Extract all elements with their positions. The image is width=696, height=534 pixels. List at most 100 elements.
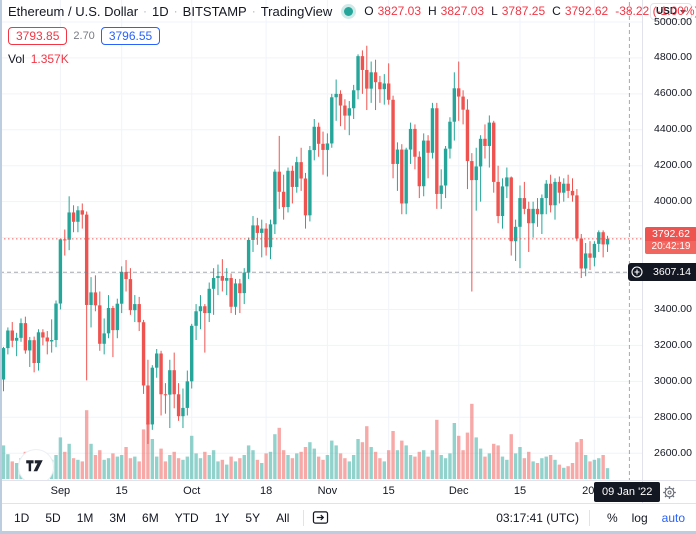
volume-bar	[605, 468, 610, 479]
candle	[338, 93, 343, 106]
candle	[124, 271, 128, 280]
candle	[435, 108, 439, 194]
candle	[190, 325, 194, 382]
volume-bar	[141, 429, 146, 479]
volume-bar	[203, 451, 207, 479]
price-axis[interactable]: USD 5000.00 4800.00 4600.00 4400.00 4200.00 4…	[628, 0, 696, 480]
price-axis-label: 5000.00	[654, 15, 692, 28]
candle	[430, 108, 435, 153]
candle	[45, 337, 49, 342]
market-status-dot[interactable]	[344, 6, 354, 16]
candle	[378, 82, 382, 90]
bottom-toolbar: 1D 5D 1M 3M 6M YTD 1Y 5Y All 03:17:41 (UTC) % lo…	[0, 503, 696, 531]
auto-scale-button[interactable]: auto	[655, 507, 692, 529]
volume-bar	[426, 456, 430, 479]
change-value: -38.22 (-1.00%)	[615, 4, 696, 18]
add-alert-plus-button[interactable]	[628, 263, 645, 282]
range-button-3m[interactable]: 3M	[101, 507, 134, 529]
price-axis-label: 4600.00	[654, 87, 692, 100]
log-scale-button[interactable]: log	[625, 507, 655, 529]
volume-bar	[54, 455, 58, 479]
volume-bar	[443, 458, 448, 479]
range-button-5d[interactable]: 5D	[37, 507, 68, 529]
bid-price-button[interactable]: 3793.85	[8, 27, 68, 45]
toolbar-divider	[588, 509, 590, 526]
volume-bar	[67, 443, 71, 479]
volume-bar	[89, 443, 93, 479]
volume-bar	[474, 437, 478, 479]
volume-bar	[465, 432, 470, 479]
chart-settings-gear-button[interactable]	[662, 485, 677, 500]
volume-bar	[351, 455, 356, 479]
spread-value: 2.70	[73, 30, 95, 42]
ask-price-button[interactable]: 3796.55	[100, 27, 161, 45]
candle	[601, 232, 605, 245]
candle	[176, 394, 181, 417]
candle	[452, 88, 457, 122]
candlestick-chart-canvas[interactable]	[0, 0, 642, 480]
volume-bar	[133, 456, 137, 479]
volume-bar	[417, 451, 422, 479]
volume-bar	[461, 450, 465, 479]
percent-scale-button[interactable]: %	[600, 507, 625, 529]
candle	[277, 171, 281, 192]
candle	[290, 170, 295, 187]
candle	[115, 303, 120, 331]
volume-bar	[128, 458, 133, 479]
currency-dropdown-button[interactable]: USD	[650, 3, 692, 20]
time-axis[interactable]: Sep15Oct18Nov15Dec152022 09 Jan '22	[0, 480, 696, 504]
volume-bar	[84, 410, 89, 479]
volume-bar	[570, 463, 575, 479]
range-button-all[interactable]: All	[268, 507, 297, 529]
candle	[23, 323, 28, 351]
candle	[106, 308, 111, 334]
volume-bar	[225, 464, 229, 479]
volume-bar	[321, 459, 325, 479]
volume-bar	[356, 439, 360, 479]
symbol-title[interactable]: Ethereum / U.S. Dollar	[8, 3, 139, 19]
volume-bar	[190, 435, 194, 479]
candle	[566, 183, 570, 191]
candle	[583, 253, 588, 269]
candle	[203, 306, 207, 314]
candle	[238, 283, 242, 294]
volume-bar	[281, 450, 286, 479]
candle	[448, 121, 452, 149]
time-axis-label: 15	[115, 485, 128, 497]
range-button-6m[interactable]: 6M	[134, 507, 167, 529]
volume-bar	[14, 463, 19, 479]
volume-bar	[513, 453, 518, 479]
volume-bar	[531, 461, 535, 479]
range-button-1d[interactable]: 1D	[6, 507, 37, 529]
crosshair-date-label: 09 Jan '22	[594, 482, 661, 502]
interval-label[interactable]: 1D	[152, 3, 169, 19]
volume-bar	[286, 455, 290, 479]
volume-bar	[365, 426, 369, 479]
tradingview-logo-icon	[26, 460, 43, 472]
go-to-date-button[interactable]	[312, 510, 329, 525]
volume-bar	[413, 456, 417, 479]
exchange-label[interactable]: BITSTAMP	[182, 3, 247, 19]
candle	[404, 149, 408, 204]
candle	[295, 162, 299, 187]
range-button-1y[interactable]: 1Y	[207, 507, 238, 529]
candle	[255, 225, 260, 233]
server-clock[interactable]: 03:17:41 (UTC)	[496, 510, 579, 525]
candle	[465, 109, 470, 162]
volume-bar	[71, 458, 76, 479]
range-button-1m[interactable]: 1M	[69, 507, 102, 529]
volume-bar	[211, 450, 216, 479]
time-axis-label: 15	[382, 485, 395, 497]
volume-bar	[207, 455, 211, 479]
candle	[58, 239, 63, 304]
candle	[141, 322, 146, 386]
volume-bar	[430, 450, 435, 479]
volume-bar	[452, 423, 457, 479]
range-button-5y[interactable]: 5Y	[237, 507, 268, 529]
candle	[500, 186, 505, 217]
candle	[588, 253, 592, 258]
range-button-ytd[interactable]: YTD	[167, 507, 207, 529]
candle	[273, 171, 277, 225]
price-axis-label: 3000.00	[654, 374, 692, 387]
